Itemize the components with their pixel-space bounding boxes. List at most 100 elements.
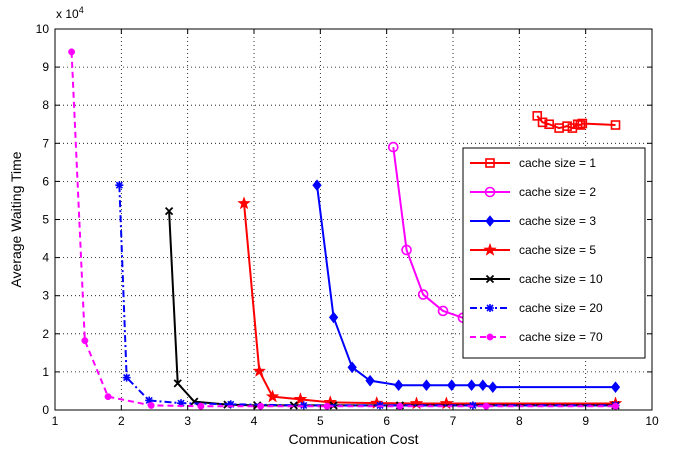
legend-entry: cache size = 5: [470, 242, 596, 257]
y-tick-label: 6: [42, 174, 49, 188]
series-line: [70, 51, 616, 408]
data-point: [68, 48, 76, 56]
x-axis-label: Communication Cost: [289, 431, 419, 447]
legend-entry: cache size = 2: [470, 185, 596, 199]
data-point: [577, 118, 588, 129]
data-point: [115, 181, 124, 190]
series-7: [68, 48, 619, 410]
data-point: [145, 396, 154, 405]
y-multiplier-base: x 10: [56, 7, 79, 21]
data-point: [417, 289, 429, 300]
legend-label: cache size = 20: [519, 301, 603, 315]
data-point: [299, 401, 308, 410]
data-point: [421, 379, 432, 392]
data-point: [347, 361, 357, 374]
data-point: [396, 402, 404, 410]
legend-marker: [485, 215, 495, 227]
data-point: [447, 379, 457, 392]
data-point: [173, 379, 182, 388]
legend-marker: [486, 304, 494, 312]
data-point: [104, 393, 112, 401]
data-point: [81, 337, 89, 345]
legend-entry: cache size = 3: [470, 214, 596, 228]
legend-entry: cache size = 70: [470, 330, 603, 344]
legend-label: cache size = 5: [519, 243, 596, 257]
y-tick-label: 10: [36, 22, 50, 36]
legend-label: cache size = 3: [519, 214, 596, 228]
data-point: [575, 120, 586, 130]
legend-marker: [483, 242, 497, 256]
y-tick-label: 3: [42, 289, 49, 303]
legend-entry: cache size = 10: [470, 272, 603, 286]
x-tick-label: 1: [52, 414, 59, 428]
y-tick-label: 8: [42, 98, 49, 112]
legend-marker: [485, 274, 495, 284]
y-tick-label: 7: [42, 136, 49, 150]
y-multiplier-exponent: 4: [79, 5, 84, 15]
data-point: [265, 389, 280, 403]
y-axis-label: Average Waiting Time: [8, 151, 24, 287]
x-tick-label: 4: [251, 414, 258, 428]
data-point: [328, 311, 339, 324]
data-point: [387, 141, 399, 153]
data-point: [323, 402, 331, 410]
data-point: [437, 305, 449, 317]
data-point: [226, 400, 235, 409]
data-point: [610, 120, 621, 130]
data-point: [197, 402, 205, 410]
legend-marker: [484, 186, 496, 198]
data-point: [147, 401, 155, 409]
legend-marker: [485, 158, 495, 168]
x-tick-label: 6: [383, 414, 390, 428]
data-point: [393, 379, 404, 392]
data-point: [488, 381, 498, 393]
data-point: [237, 196, 251, 210]
data-point: [257, 402, 265, 410]
data-point: [478, 379, 488, 392]
x-tick-label: 8: [516, 414, 523, 428]
x-tick-label: 7: [450, 414, 457, 428]
y-tick-label: 9: [42, 60, 49, 74]
x-tick-label: 2: [118, 414, 125, 428]
data-point: [466, 379, 477, 392]
data-point: [365, 374, 375, 387]
legend-label: cache size = 70: [519, 330, 603, 344]
legend-entry: cache size = 20: [470, 301, 603, 315]
y-tick-label: 4: [42, 251, 49, 265]
data-point: [544, 119, 554, 130]
y-tick-label: 2: [42, 327, 49, 341]
legend-label: cache size = 2: [519, 185, 596, 199]
x-tick-label: 10: [645, 414, 659, 428]
y-multiplier-label: x 104: [56, 5, 84, 21]
series-3: [312, 179, 621, 393]
y-tick-label: 1: [42, 365, 49, 379]
x-tick-label: 5: [317, 414, 324, 428]
data-point: [177, 399, 186, 408]
data-point: [537, 117, 548, 128]
x-tick-label: 3: [184, 414, 191, 428]
legend: cache size = 1 cache size = 2 cache size =…: [462, 147, 646, 359]
legend-entry: cache size = 1: [470, 156, 596, 170]
data-point: [482, 402, 490, 410]
data-point: [252, 363, 267, 378]
data-point: [532, 111, 543, 121]
data-point: [401, 244, 412, 256]
y-tick-label: 0: [42, 403, 49, 417]
legend-marker: [486, 333, 494, 341]
data-point: [164, 206, 174, 216]
data-point: [612, 402, 619, 410]
legend-label: cache size = 10: [519, 272, 603, 286]
series-1: [532, 111, 621, 133]
data-point: [122, 373, 131, 382]
data-point: [562, 121, 572, 131]
y-tick-label: 5: [42, 213, 49, 227]
data-point: [293, 392, 308, 406]
data-point: [289, 401, 298, 410]
data-point: [610, 381, 621, 393]
legend-label: cache size = 1: [519, 156, 596, 170]
data-point: [312, 179, 322, 192]
series-layer: [68, 48, 623, 410]
x-tick-label: 9: [582, 414, 589, 428]
